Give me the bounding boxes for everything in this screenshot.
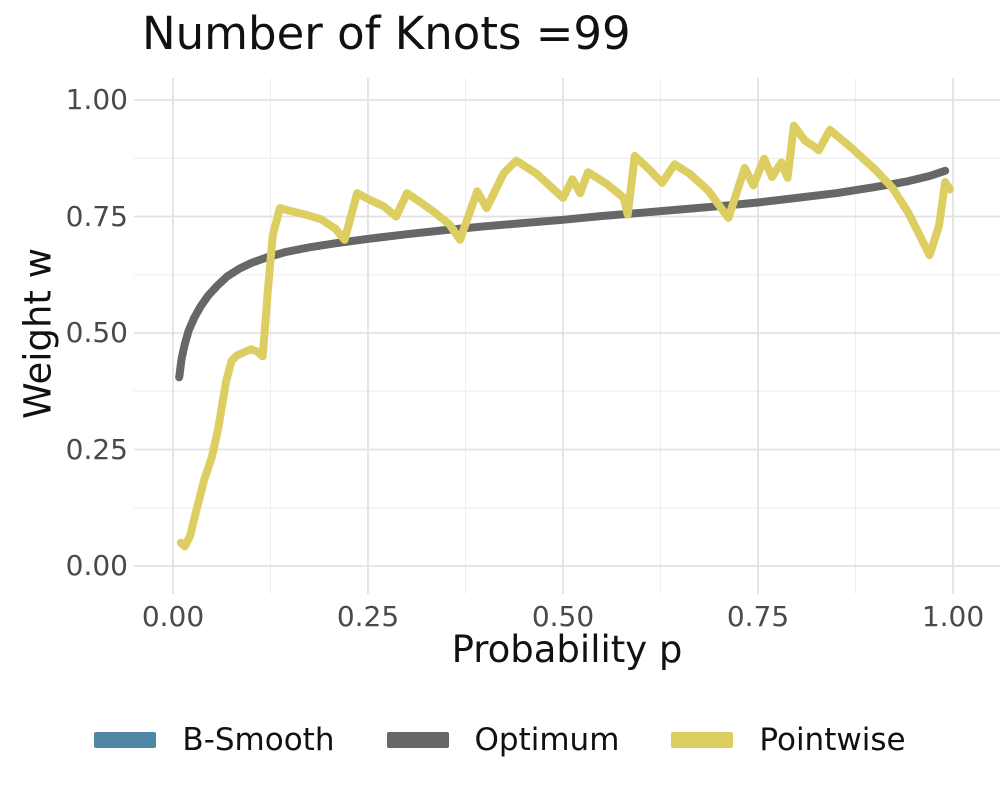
legend-item-optimum: Optimum	[386, 722, 620, 758]
legend-label-pointwise: Pointwise	[759, 722, 906, 758]
legend-label-optimum: Optimum	[474, 722, 620, 758]
y-tick-label: 0.00	[65, 549, 128, 582]
legend: B-Smooth Optimum Pointwise	[0, 722, 1000, 758]
legend-key-optimum	[386, 732, 449, 748]
x-tick-label: 0.00	[141, 600, 205, 633]
legend-item-b-smooth: B-Smooth	[94, 722, 335, 758]
x-tick-label: 1.00	[921, 600, 985, 633]
legend-key-pointwise	[671, 732, 734, 748]
legend-label-b-smooth: B-Smooth	[182, 722, 335, 758]
y-tick-label: 0.50	[65, 316, 128, 349]
optimum-line	[175, 166, 950, 382]
pointwise-line	[176, 121, 954, 551]
legend-item-pointwise: Pointwise	[671, 722, 906, 758]
y-tick-label: 0.75	[65, 199, 128, 233]
x-tick-label: 0.25	[336, 600, 400, 633]
y-tick-label: 0.25	[65, 432, 128, 466]
plot-title: Number of Knots =99	[142, 7, 631, 60]
y-tick-label: 1.00	[65, 83, 128, 116]
x-tick-label: 0.75	[726, 600, 790, 633]
plot-svg	[134, 78, 1000, 594]
x-axis-label: Probability p	[451, 628, 683, 671]
legend-key-b-smooth	[94, 732, 157, 748]
x-tick-label: 0.50	[531, 600, 595, 633]
